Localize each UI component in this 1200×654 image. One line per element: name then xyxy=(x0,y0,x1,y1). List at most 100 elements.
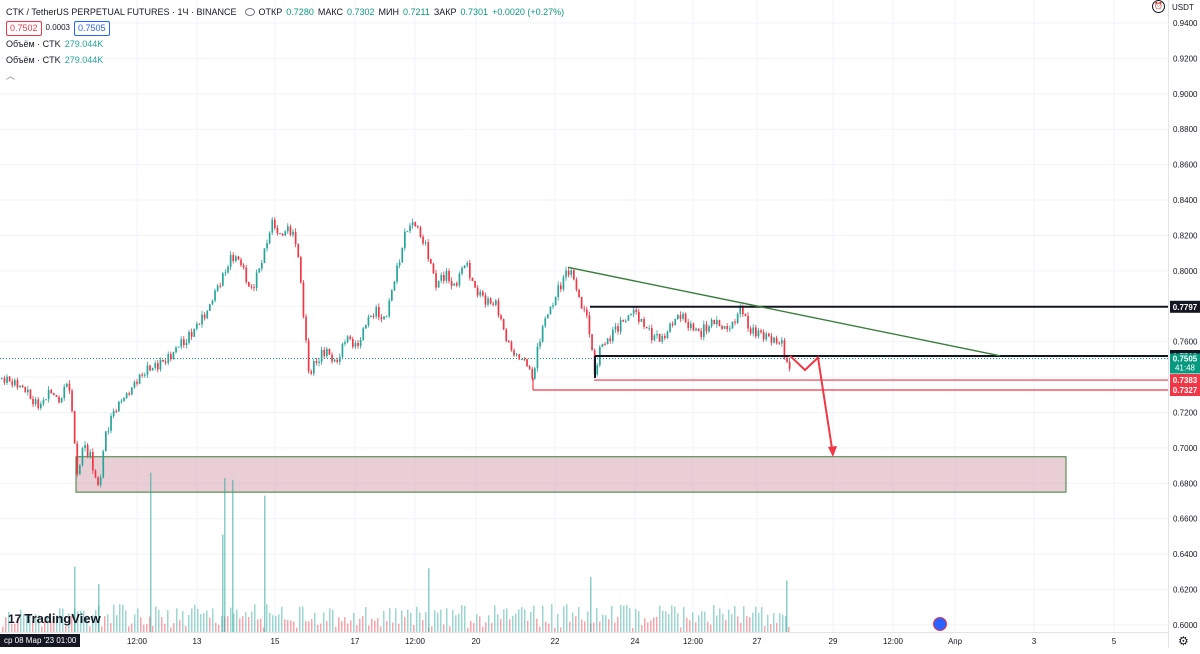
volume-bar xyxy=(782,614,784,632)
candle-body xyxy=(250,286,253,288)
candle-body xyxy=(770,336,773,343)
candle-body xyxy=(32,398,34,405)
candle-body xyxy=(193,328,196,337)
candle-body xyxy=(573,270,575,280)
volume-bar xyxy=(83,610,85,632)
candle-body xyxy=(318,361,320,363)
candle-body xyxy=(167,354,170,363)
low-value: 0.7211 xyxy=(402,7,430,17)
time-tick-label: 22 xyxy=(551,637,560,646)
price-tick-label: 0.8200 xyxy=(1173,231,1198,240)
volume-bar xyxy=(650,620,652,632)
candle-body xyxy=(188,332,190,343)
candle-body xyxy=(643,318,645,327)
volume-bar xyxy=(623,605,625,632)
volume-bar xyxy=(272,615,274,632)
volume-bar xyxy=(590,577,592,632)
collapse-icon[interactable]: ︿ xyxy=(6,71,16,81)
volume-bar xyxy=(254,604,256,632)
candle-body xyxy=(435,273,437,288)
volume-bar xyxy=(434,610,436,632)
volume-bar xyxy=(222,534,224,632)
volume-bar xyxy=(188,614,190,632)
volume-bar xyxy=(296,627,298,632)
volume-bar xyxy=(344,617,346,632)
candle-body xyxy=(484,295,487,305)
volume-bar xyxy=(614,622,616,632)
candle-body xyxy=(565,270,567,278)
eye-icon[interactable] xyxy=(244,8,255,16)
candle-body xyxy=(684,313,687,322)
candle-body xyxy=(336,359,339,362)
candle-body xyxy=(112,410,115,417)
volume-bar xyxy=(416,606,418,632)
candle-body xyxy=(648,328,651,330)
alarm-clock-icon[interactable]: ⏰ xyxy=(1152,0,1165,13)
close-label: ЗАКР xyxy=(433,7,457,17)
volume-bar xyxy=(785,615,787,632)
volume-row[interactable]: Объём · CTK 279.044K xyxy=(6,36,564,52)
volume-bar xyxy=(761,607,763,632)
volume-bar xyxy=(695,622,697,632)
candle-body xyxy=(261,263,263,269)
price-tick-label: 0.8000 xyxy=(1173,267,1198,276)
candle-body xyxy=(162,359,164,362)
us-flag-event-icon[interactable] xyxy=(933,617,947,631)
candle-body xyxy=(762,332,765,340)
candle-body xyxy=(554,297,557,306)
time-axis[interactable]: 12:00 13 15 17 12:00 20 22 24 12:00 27 29 12:00 Апр 3… xyxy=(0,632,1168,649)
candle-body xyxy=(328,348,331,355)
chart-canvas[interactable] xyxy=(0,0,1168,632)
candle-body xyxy=(396,265,398,282)
volume-bar xyxy=(602,614,604,632)
volume-row[interactable]: Объём · CTK 279.044K xyxy=(6,52,564,68)
volume-bar xyxy=(740,622,742,632)
candle-body xyxy=(604,343,606,345)
volume-bar xyxy=(209,617,211,632)
candle-body xyxy=(723,326,726,329)
volume-bar xyxy=(788,627,790,632)
candle-body xyxy=(326,348,328,357)
candle-body xyxy=(58,396,60,403)
candle-body xyxy=(734,321,736,323)
volume-bar xyxy=(656,616,658,632)
symbol-title[interactable]: CTK / TetherUS PERPETUAL FUTURES · 1Ч · … xyxy=(6,7,237,17)
price-axis[interactable]: 0.9400 0.9200 0.9000 0.8800 0.8600 0.8400 0.82… xyxy=(1168,0,1200,648)
volume-bar xyxy=(176,608,178,632)
candle-body xyxy=(487,298,489,305)
volume-bar xyxy=(212,608,214,632)
volume-bar xyxy=(53,617,55,632)
candle-body xyxy=(16,380,19,388)
candle-body xyxy=(518,354,521,360)
sell-price-button[interactable]: 0.7502 xyxy=(6,20,42,36)
volume-bar xyxy=(335,626,337,632)
candle-body xyxy=(315,361,318,363)
candle-body xyxy=(133,381,136,388)
candle-body xyxy=(658,334,661,342)
volume-bar xyxy=(449,626,451,632)
volume-bar xyxy=(266,604,268,632)
volume-bar xyxy=(542,605,544,632)
candle-body xyxy=(588,315,591,335)
volume-bar xyxy=(533,605,535,632)
volume-bar xyxy=(470,620,472,632)
candle-body xyxy=(541,326,544,342)
volume-bar xyxy=(692,612,694,632)
candle-body xyxy=(11,381,14,386)
volume-bar xyxy=(353,613,355,632)
currency-label[interactable]: USDT xyxy=(1172,3,1194,12)
candle-body xyxy=(632,309,635,314)
volume-bar xyxy=(44,620,46,632)
volume-bar xyxy=(158,610,160,632)
candle-body xyxy=(294,231,297,245)
candle-body xyxy=(703,324,705,337)
candle-body xyxy=(427,242,430,260)
volume-bar xyxy=(710,624,712,632)
candle-body xyxy=(510,341,513,351)
gear-icon[interactable]: ⚙ xyxy=(1178,634,1189,648)
candle-body xyxy=(567,270,570,275)
volume-bar xyxy=(506,608,508,632)
price-chart[interactable] xyxy=(0,0,1168,632)
buy-price-button[interactable]: 0.7505 xyxy=(74,20,110,36)
spread-value: 0.0003 xyxy=(45,23,70,32)
